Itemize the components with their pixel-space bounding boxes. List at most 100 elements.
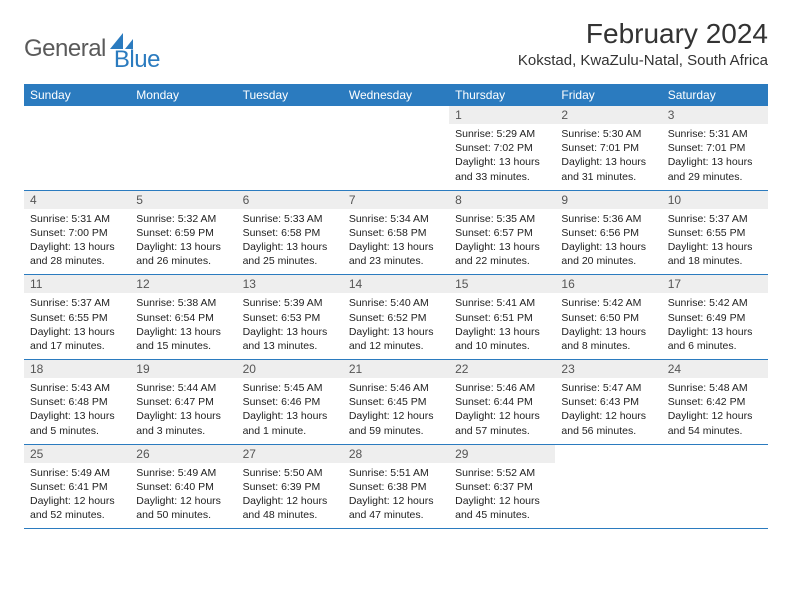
calendar-cell: .. [130,106,236,190]
calendar-cell: .. [662,444,768,529]
day-number: 20 [237,360,343,378]
day-details: Sunrise: 5:35 AMSunset: 6:57 PMDaylight:… [449,209,555,275]
calendar-cell: .. [343,106,449,190]
day-number: 15 [449,275,555,293]
calendar-cell: 12Sunrise: 5:38 AMSunset: 6:54 PMDayligh… [130,275,236,360]
calendar-cell: 9Sunrise: 5:36 AMSunset: 6:56 PMDaylight… [555,190,661,275]
day-number: 5 [130,191,236,209]
calendar-cell: 11Sunrise: 5:37 AMSunset: 6:55 PMDayligh… [24,275,130,360]
calendar-row: ........1Sunrise: 5:29 AMSunset: 7:02 PM… [24,106,768,190]
day-details: Sunrise: 5:43 AMSunset: 6:48 PMDaylight:… [24,378,130,444]
day-number: 17 [662,275,768,293]
day-number: 13 [237,275,343,293]
day-number: 7 [343,191,449,209]
location: Kokstad, KwaZulu-Natal, South Africa [518,52,768,69]
calendar-cell: 13Sunrise: 5:39 AMSunset: 6:53 PMDayligh… [237,275,343,360]
weekday-header: Friday [555,84,661,106]
day-number: 29 [449,445,555,463]
calendar-cell: 7Sunrise: 5:34 AMSunset: 6:58 PMDaylight… [343,190,449,275]
day-details: Sunrise: 5:51 AMSunset: 6:38 PMDaylight:… [343,463,449,529]
day-number: 25 [24,445,130,463]
day-details: Sunrise: 5:31 AMSunset: 7:00 PMDaylight:… [24,209,130,275]
calendar-cell: 26Sunrise: 5:49 AMSunset: 6:40 PMDayligh… [130,444,236,529]
calendar-cell: 4Sunrise: 5:31 AMSunset: 7:00 PMDaylight… [24,190,130,275]
calendar-cell: 10Sunrise: 5:37 AMSunset: 6:55 PMDayligh… [662,190,768,275]
calendar-cell: 5Sunrise: 5:32 AMSunset: 6:59 PMDaylight… [130,190,236,275]
calendar-cell: 14Sunrise: 5:40 AMSunset: 6:52 PMDayligh… [343,275,449,360]
day-details: Sunrise: 5:34 AMSunset: 6:58 PMDaylight:… [343,209,449,275]
day-number: 11 [24,275,130,293]
calendar-cell: .. [237,106,343,190]
day-details: Sunrise: 5:37 AMSunset: 6:55 PMDaylight:… [662,209,768,275]
day-number: 19 [130,360,236,378]
day-details: Sunrise: 5:45 AMSunset: 6:46 PMDaylight:… [237,378,343,444]
calendar-cell: 8Sunrise: 5:35 AMSunset: 6:57 PMDaylight… [449,190,555,275]
calendar-cell: 2Sunrise: 5:30 AMSunset: 7:01 PMDaylight… [555,106,661,190]
day-number: 8 [449,191,555,209]
day-number: 10 [662,191,768,209]
day-number: 24 [662,360,768,378]
calendar-cell: 29Sunrise: 5:52 AMSunset: 6:37 PMDayligh… [449,444,555,529]
day-details: Sunrise: 5:30 AMSunset: 7:01 PMDaylight:… [555,124,661,190]
header: General Blue February 2024 Kokstad, KwaZ… [24,18,768,74]
calendar-cell: .. [24,106,130,190]
day-number: 4 [24,191,130,209]
day-details: Sunrise: 5:38 AMSunset: 6:54 PMDaylight:… [130,293,236,359]
day-details: Sunrise: 5:47 AMSunset: 6:43 PMDaylight:… [555,378,661,444]
day-number: 18 [24,360,130,378]
day-details: Sunrise: 5:46 AMSunset: 6:44 PMDaylight:… [449,378,555,444]
calendar-cell: 20Sunrise: 5:45 AMSunset: 6:46 PMDayligh… [237,360,343,445]
day-number: 26 [130,445,236,463]
day-details: Sunrise: 5:31 AMSunset: 7:01 PMDaylight:… [662,124,768,190]
calendar-cell: 3Sunrise: 5:31 AMSunset: 7:01 PMDaylight… [662,106,768,190]
calendar-head: SundayMondayTuesdayWednesdayThursdayFrid… [24,84,768,106]
calendar-cell: 23Sunrise: 5:47 AMSunset: 6:43 PMDayligh… [555,360,661,445]
day-number: 12 [130,275,236,293]
day-number: 21 [343,360,449,378]
calendar-row: 4Sunrise: 5:31 AMSunset: 7:00 PMDaylight… [24,190,768,275]
day-details: Sunrise: 5:40 AMSunset: 6:52 PMDaylight:… [343,293,449,359]
calendar-cell: 21Sunrise: 5:46 AMSunset: 6:45 PMDayligh… [343,360,449,445]
calendar-table: SundayMondayTuesdayWednesdayThursdayFrid… [24,84,768,529]
calendar-row: 18Sunrise: 5:43 AMSunset: 6:48 PMDayligh… [24,360,768,445]
day-details: Sunrise: 5:46 AMSunset: 6:45 PMDaylight:… [343,378,449,444]
weekday-header: Thursday [449,84,555,106]
day-details: Sunrise: 5:49 AMSunset: 6:41 PMDaylight:… [24,463,130,529]
calendar-row: 25Sunrise: 5:49 AMSunset: 6:41 PMDayligh… [24,444,768,529]
day-details: Sunrise: 5:36 AMSunset: 6:56 PMDaylight:… [555,209,661,275]
calendar-cell: 18Sunrise: 5:43 AMSunset: 6:48 PMDayligh… [24,360,130,445]
calendar-cell: .. [555,444,661,529]
day-details: Sunrise: 5:44 AMSunset: 6:47 PMDaylight:… [130,378,236,444]
calendar-cell: 22Sunrise: 5:46 AMSunset: 6:44 PMDayligh… [449,360,555,445]
logo-text-general: General [24,35,106,63]
day-number: 9 [555,191,661,209]
weekday-header: Sunday [24,84,130,106]
day-details: Sunrise: 5:50 AMSunset: 6:39 PMDaylight:… [237,463,343,529]
calendar-row: 11Sunrise: 5:37 AMSunset: 6:55 PMDayligh… [24,275,768,360]
weekday-header: Saturday [662,84,768,106]
calendar-body: ........1Sunrise: 5:29 AMSunset: 7:02 PM… [24,106,768,529]
day-details: Sunrise: 5:49 AMSunset: 6:40 PMDaylight:… [130,463,236,529]
calendar-cell: 24Sunrise: 5:48 AMSunset: 6:42 PMDayligh… [662,360,768,445]
day-number: 22 [449,360,555,378]
calendar-cell: 17Sunrise: 5:42 AMSunset: 6:49 PMDayligh… [662,275,768,360]
day-details: Sunrise: 5:33 AMSunset: 6:58 PMDaylight:… [237,209,343,275]
calendar-cell: 25Sunrise: 5:49 AMSunset: 6:41 PMDayligh… [24,444,130,529]
day-number: 6 [237,191,343,209]
day-details: Sunrise: 5:29 AMSunset: 7:02 PMDaylight:… [449,124,555,190]
day-details: Sunrise: 5:42 AMSunset: 6:49 PMDaylight:… [662,293,768,359]
calendar-cell: 6Sunrise: 5:33 AMSunset: 6:58 PMDaylight… [237,190,343,275]
title-block: February 2024 Kokstad, KwaZulu-Natal, So… [518,18,768,69]
day-number: 3 [662,106,768,124]
day-details: Sunrise: 5:42 AMSunset: 6:50 PMDaylight:… [555,293,661,359]
day-number: 14 [343,275,449,293]
day-number: 27 [237,445,343,463]
day-number: 23 [555,360,661,378]
weekday-header: Monday [130,84,236,106]
day-number: 16 [555,275,661,293]
day-details: Sunrise: 5:37 AMSunset: 6:55 PMDaylight:… [24,293,130,359]
weekday-header: Wednesday [343,84,449,106]
day-details: Sunrise: 5:41 AMSunset: 6:51 PMDaylight:… [449,293,555,359]
weekday-header: Tuesday [237,84,343,106]
day-number: 2 [555,106,661,124]
